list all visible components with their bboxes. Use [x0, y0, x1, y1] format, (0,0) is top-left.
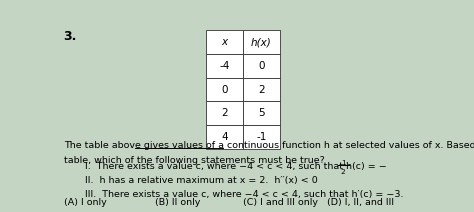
Bar — [243, 78, 280, 101]
Bar — [243, 125, 280, 149]
Bar — [206, 54, 243, 78]
Bar — [206, 78, 243, 101]
Text: 2: 2 — [221, 108, 228, 118]
Bar — [206, 101, 243, 125]
Text: 2: 2 — [258, 85, 264, 95]
Text: -4: -4 — [219, 61, 230, 71]
Text: III.  There exists a value c, where −4 < c < 4, such that h′(c) = −3.: III. There exists a value c, where −4 < … — [85, 190, 403, 199]
Bar — [243, 54, 280, 78]
Text: 5: 5 — [258, 108, 264, 118]
Bar — [243, 30, 280, 54]
Text: table, which of the following statements must be true?: table, which of the following statements… — [64, 156, 324, 165]
Bar — [206, 125, 243, 149]
Text: II.  h has a relative maximum at x = 2.  h′′(x) < 0: II. h has a relative maximum at x = 2. h… — [85, 176, 318, 185]
Text: 0: 0 — [258, 61, 264, 71]
Text: 1: 1 — [341, 160, 346, 166]
Text: (A) I only: (A) I only — [64, 198, 106, 208]
Text: I.  There exists a value c, where −4 < c < 4, such that h(c) = −: I. There exists a value c, where −4 < c … — [85, 162, 387, 171]
Text: -1: -1 — [256, 132, 266, 142]
Text: (B) II only: (B) II only — [155, 198, 200, 208]
Text: The table above gives values of a continuous function h at selected values of x.: The table above gives values of a contin… — [64, 141, 474, 149]
Text: (C) I and III only: (C) I and III only — [243, 198, 318, 208]
Text: 4: 4 — [221, 132, 228, 142]
Bar — [206, 30, 243, 54]
Text: 2: 2 — [341, 169, 346, 175]
Text: 0: 0 — [221, 85, 228, 95]
Text: 3.: 3. — [64, 30, 77, 43]
Text: (D) I, II, and III: (D) I, II, and III — [328, 198, 394, 208]
Text: h(x): h(x) — [251, 37, 272, 47]
Bar — [243, 101, 280, 125]
Text: x: x — [221, 37, 228, 47]
